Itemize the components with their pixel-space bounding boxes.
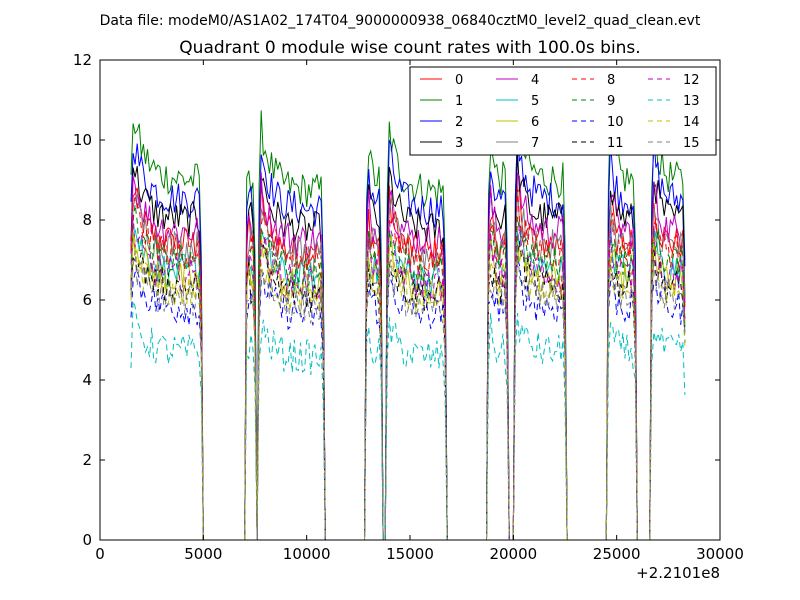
legend-label-4: 4 (531, 73, 539, 88)
y-tick-label: 6 (82, 291, 92, 309)
y-tick-label: 12 (73, 51, 92, 69)
legend-label-7: 7 (531, 136, 539, 151)
legend-label-9: 9 (607, 94, 615, 109)
series-line-4 (130, 171, 686, 541)
legend-label-3: 3 (455, 136, 463, 151)
legend-label-14: 14 (683, 115, 700, 130)
x-tick-label: 15000 (386, 545, 434, 563)
series-line-9 (130, 204, 686, 541)
legend-label-1: 1 (455, 94, 463, 109)
series-line-15 (130, 244, 686, 541)
x-tick-label: 25000 (593, 545, 641, 563)
y-tick-label: 8 (82, 211, 92, 229)
series-line-11 (130, 241, 686, 541)
x-tick-label: 10000 (283, 545, 331, 563)
x-tick-label: 0 (95, 545, 105, 563)
y-tick-label: 4 (82, 371, 92, 389)
plot-series-group (130, 110, 686, 541)
y-tick-label: 2 (82, 451, 92, 469)
legend-label-2: 2 (455, 115, 463, 130)
x-tick-label: 30000 (696, 545, 744, 563)
legend-label-0: 0 (455, 73, 463, 88)
series-line-5 (130, 219, 686, 541)
legend-label-13: 13 (683, 94, 700, 109)
legend-label-10: 10 (607, 115, 624, 130)
x-tick-label: 5000 (184, 545, 222, 563)
series-line-8 (130, 188, 686, 541)
y-tick-label: 0 (82, 531, 92, 549)
y-tick-label: 10 (73, 131, 92, 149)
series-line-1 (130, 110, 686, 541)
series-line-14 (130, 232, 686, 541)
legend-label-6: 6 (531, 115, 539, 130)
series-line-13 (130, 300, 686, 541)
chart-title: Quadrant 0 module wise count rates with … (179, 38, 640, 58)
legend-box (409, 66, 717, 156)
series-line-10 (130, 258, 686, 541)
legend-label-12: 12 (683, 73, 700, 88)
series-line-12 (130, 214, 686, 541)
series-line-2 (130, 132, 686, 541)
legend-label-8: 8 (607, 73, 615, 88)
series-line-3 (130, 152, 686, 541)
legend-label-15: 15 (683, 136, 700, 151)
legend-label-5: 5 (531, 94, 539, 109)
x-offset-label: +2.2101e8 (636, 564, 720, 582)
series-line-6 (130, 231, 686, 541)
x-tick-label: 20000 (489, 545, 537, 563)
legend-label-11: 11 (607, 136, 624, 151)
figure-suptitle: Data file: modeM0/AS1A02_174T04_90000009… (100, 13, 701, 29)
